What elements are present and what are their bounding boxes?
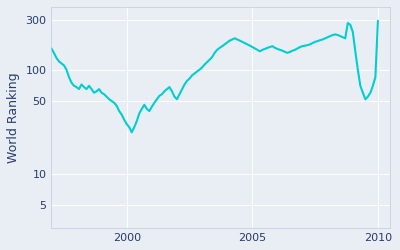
Y-axis label: World Ranking: World Ranking bbox=[7, 72, 20, 163]
